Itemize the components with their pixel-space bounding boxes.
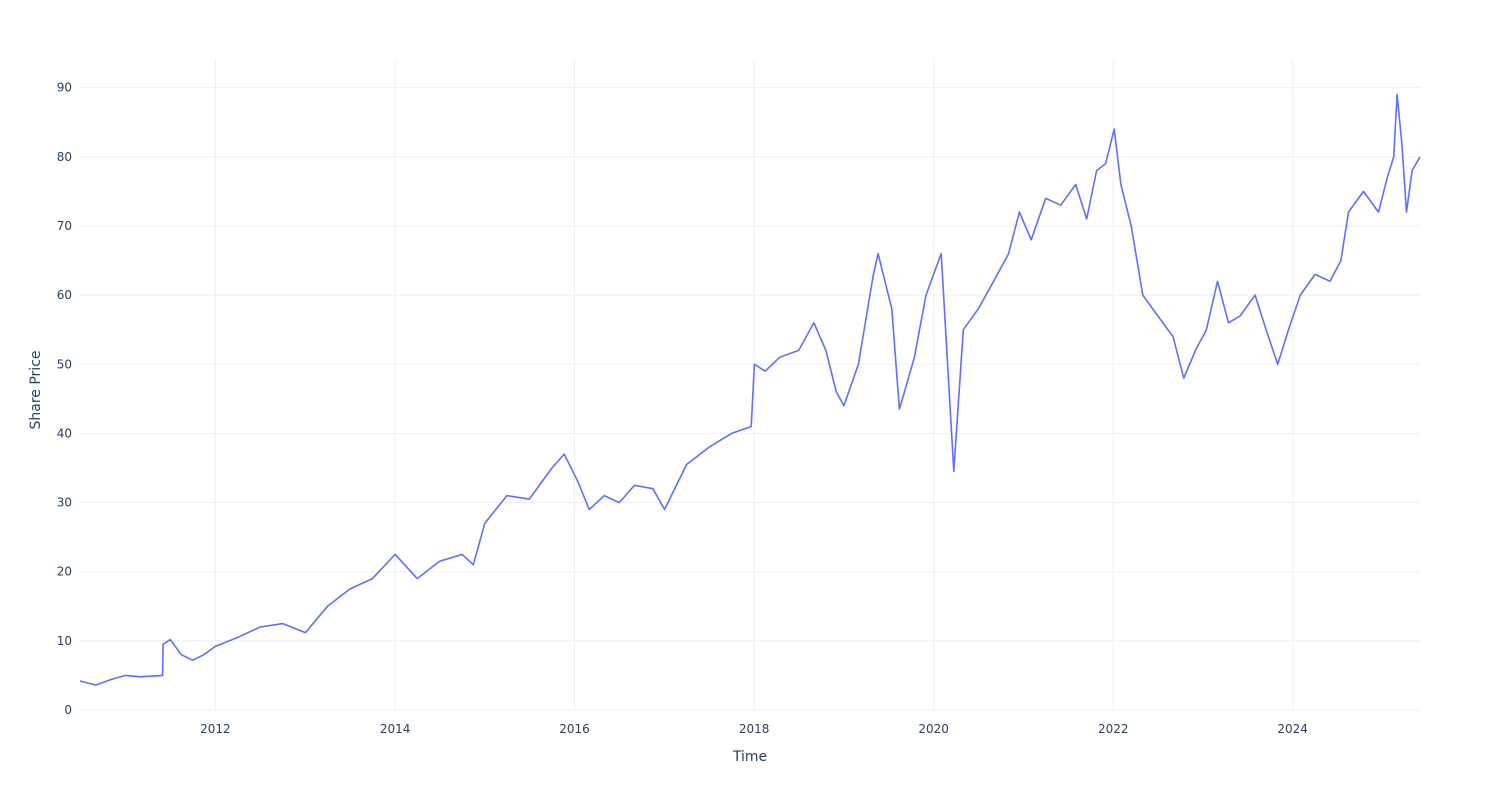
- series-line: [79, 93, 1421, 686]
- x-axis-title: Time: [732, 749, 767, 765]
- y-tick-label: 60: [57, 288, 72, 302]
- x-tick-label: 2022: [1098, 722, 1129, 736]
- y-tick-label: 40: [57, 426, 72, 440]
- x-tick-label: 2018: [739, 722, 770, 736]
- y-tick-label: 10: [57, 634, 72, 648]
- x-tick-label: 2020: [918, 722, 949, 736]
- x-axis: 2012 2014 2016 2018 2020 2022 2024: [200, 722, 1308, 736]
- x-tick-label: 2024: [1277, 722, 1308, 736]
- x-tick-label: 2012: [200, 722, 231, 736]
- x-tick-label: 2016: [559, 722, 590, 736]
- y-tick-label: 0: [64, 703, 72, 717]
- series-layer: [79, 93, 1421, 686]
- y-axis: 0 10 20 30 40 50 60 70 80 90: [57, 81, 72, 717]
- y-tick-label: 30: [57, 496, 72, 510]
- grid: [80, 60, 1420, 711]
- y-tick-label: 80: [57, 150, 72, 164]
- y-tick-label: 20: [57, 565, 72, 579]
- y-tick-label: 90: [57, 81, 72, 95]
- x-tick-label: 2014: [380, 722, 411, 736]
- y-axis-title: Share Price: [28, 350, 44, 429]
- y-tick-label: 70: [57, 219, 72, 233]
- y-tick-label: 50: [57, 357, 72, 371]
